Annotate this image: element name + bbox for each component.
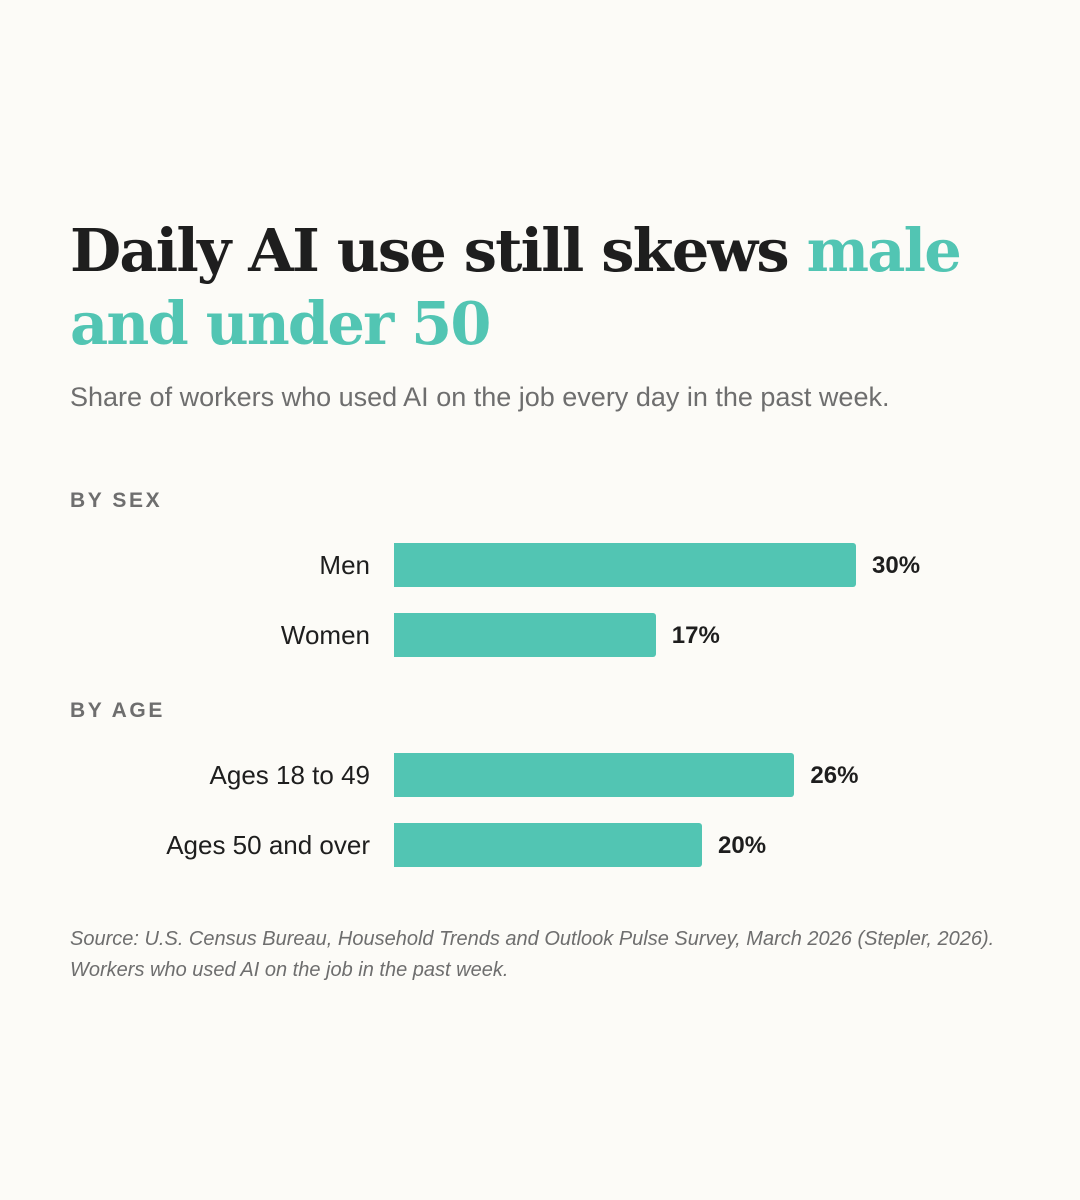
category-label: Men: [319, 550, 370, 580]
bar-row: Ages 50 and over 20%: [0, 823, 1080, 867]
bar: [394, 613, 656, 657]
category-label: Ages 18 to 49: [209, 760, 370, 790]
chart-subtitle: Share of workers who used AI on the job …: [70, 382, 890, 412]
category-label: Women: [280, 620, 370, 650]
bar-row: Men 30%: [0, 543, 1080, 587]
value-label: 20%: [718, 832, 767, 859]
bar: [394, 753, 795, 797]
category-label: Ages 50 and over: [166, 830, 370, 860]
source-note: Source: U.S. Census Bureau, Household Tr…: [70, 928, 995, 981]
bar-row: Women 17%: [0, 613, 1080, 657]
value-label: 17%: [671, 622, 720, 649]
chart-title-highlight: male and under 50: [70, 216, 962, 358]
bar: [394, 823, 702, 867]
group-label: BY SEX: [70, 489, 163, 512]
value-label: 26%: [810, 762, 859, 789]
group-label: BY AGE: [70, 699, 165, 722]
bar: [394, 543, 856, 587]
chart-title-lead: Daily AI use still skews: [70, 216, 790, 285]
bar-row: Ages 18 to 49 26%: [0, 753, 1080, 797]
value-label: 30%: [872, 552, 921, 579]
chart-title: Daily AI use still skews male and under …: [70, 214, 1030, 360]
